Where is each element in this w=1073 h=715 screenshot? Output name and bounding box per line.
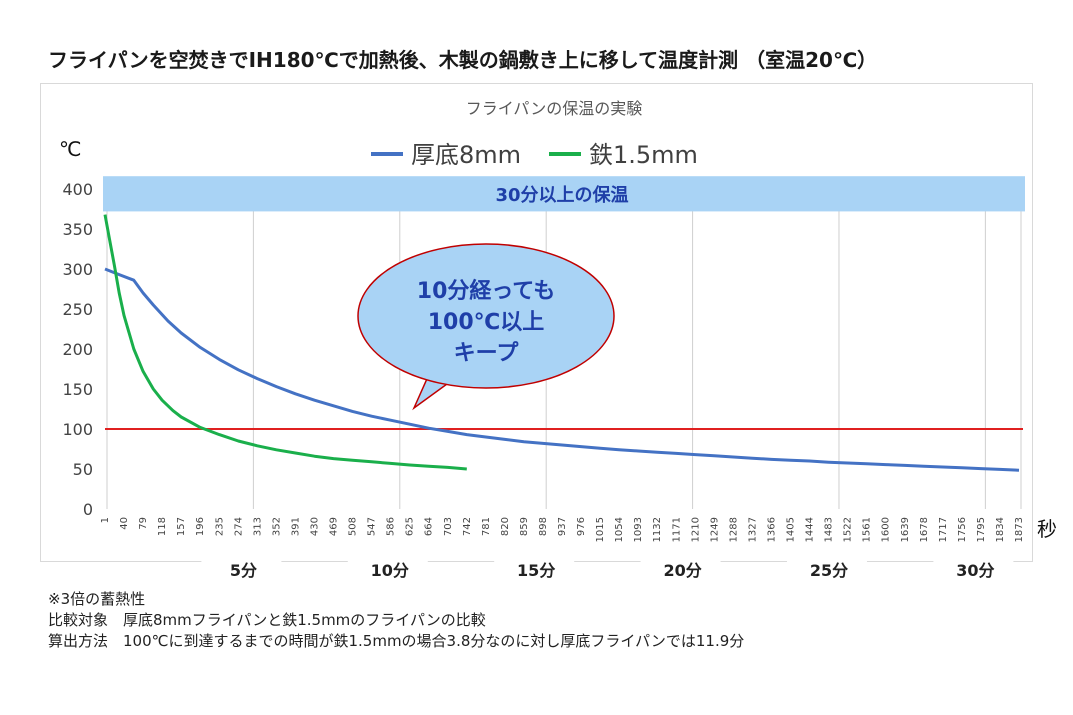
x-tick-label: 703 [443,517,454,536]
x-tick-label: 1015 [595,517,606,542]
x-tick-label: 469 [329,517,340,536]
y-tick-label: 50 [73,460,93,479]
callout-text: 10分経っても [417,278,555,304]
x-tick-label: 1288 [728,517,739,542]
x-tick-label: 1795 [976,517,987,542]
x-tick-label: 1366 [766,517,777,542]
note-line-method: 算出方法 100℃に到達するまでの時間が鉄1.5mmの場合3.8分なのに対し厚底… [48,632,745,650]
minute-label-bg [933,549,1014,575]
series-line-0 [104,267,1020,472]
x-tick-label: 196 [195,517,206,536]
minute-label-bg [201,549,282,575]
x-tick-label: 1639 [900,517,911,542]
x-tick-label: 898 [538,517,549,536]
x-tick-label: 1717 [938,517,949,542]
y-tick-label: 400 [62,180,93,199]
minute-label-bg [640,549,721,575]
callout-tail-join [429,366,460,376]
note-line-heat-retention: ※3倍の蓄熱性 [48,590,146,608]
x-tick-label: 1 [100,517,111,523]
minute-label-bg [786,549,867,575]
chart-panel: 30分以上の保温 フライパンの保温の実験 ℃ 厚底8mm 鉄1.5mm 0 50 100 150… [40,83,1057,580]
x-tick-label: 40 [119,517,130,530]
x-tick-label: 781 [481,517,492,536]
legend-entry: 鉄1.5mm [589,141,698,169]
minute-label-bg [347,549,428,575]
x-tick-label: 1171 [671,517,682,542]
x-tick-label: 313 [252,517,263,536]
minute-label: 5分 [230,561,257,580]
x-tick-label: 976 [576,517,587,536]
minute-label-bg [494,549,575,575]
minute-label: 20分 [663,561,701,580]
x-tick-label: 118 [157,517,168,536]
x-tick-label: 1054 [614,517,625,542]
x-tick-label: 1210 [690,517,701,542]
x-tick-label: 1249 [709,517,720,542]
x-tick-label: 664 [424,517,435,536]
x-tick-label: 430 [309,517,320,536]
x-tick-label: 79 [138,517,149,530]
x-tick-label: 586 [386,517,397,536]
x-tick-label: 547 [367,517,378,536]
y-tick-label: 350 [62,220,93,239]
chart-title: フライパンの保温の実験 [466,99,642,118]
x-tick-label: 625 [405,517,416,536]
minute-label: 15分 [517,561,555,580]
band-label: 30分以上の保温 [495,184,628,206]
x-tick-label: 1561 [862,517,873,542]
x-tick-label: 1522 [843,517,854,542]
y-axis-label: ℃ [59,137,81,161]
x-tick-label: 1483 [824,517,835,542]
page-title: フライパンを空焚きでIH180℃で加熱後、木製の鍋敷き上に移して温度計測 （室温… [48,48,878,72]
callout-text: 100℃以上 [428,310,545,335]
x-tick-label: 937 [557,517,568,536]
x-tick-label: 1834 [995,517,1006,542]
series-line-1 [103,214,467,471]
minute-label: 30分 [956,561,994,580]
minute-label: 10分 [371,561,409,580]
callout-bubble [357,243,615,389]
x-tick-label: 274 [233,517,244,536]
x-tick-label: 1093 [633,517,644,542]
retention-band [103,176,1025,212]
x-tick-label: 820 [500,517,511,536]
x-tick-label: 391 [290,517,301,536]
note-line-comparison: 比較対象 厚底8mmフライパンと鉄1.5mmのフライパンの比較 [48,611,486,629]
legend-entry: 厚底8mm [411,141,521,169]
x-tick-label: 742 [462,517,473,536]
x-tick-label: 352 [271,517,282,536]
x-tick-label: 157 [176,517,187,536]
x-tick-label: 859 [519,517,530,536]
x-tick-label: 1327 [747,517,758,542]
x-tick-label: 1405 [786,517,797,542]
x-tick-label: 1444 [805,517,816,542]
minute-label: 25分 [810,561,848,580]
y-tick-label: 300 [62,260,93,279]
x-axis-label: 秒 [1037,517,1057,541]
notes-section: ※3倍の蓄熱性 比較対象 厚底8mmフライパンと鉄1.5mmのフライパンの比較 … [48,589,744,652]
y-tick-label: 250 [62,300,93,319]
y-tick-label: 150 [62,380,93,399]
x-tick-label: 235 [214,517,225,536]
y-tick-label: 100 [62,420,93,439]
x-tick-label: 1873 [1014,517,1025,542]
callout-text: キープ [454,341,520,366]
x-tick-label: 508 [348,517,359,536]
x-tick-label: 1756 [957,517,968,542]
x-tick-label: 1132 [652,517,663,542]
x-tick-label: 1678 [919,517,930,542]
x-tick-label: 1600 [881,517,892,542]
y-tick-label: 0 [83,500,93,519]
y-tick-label: 200 [62,340,93,359]
